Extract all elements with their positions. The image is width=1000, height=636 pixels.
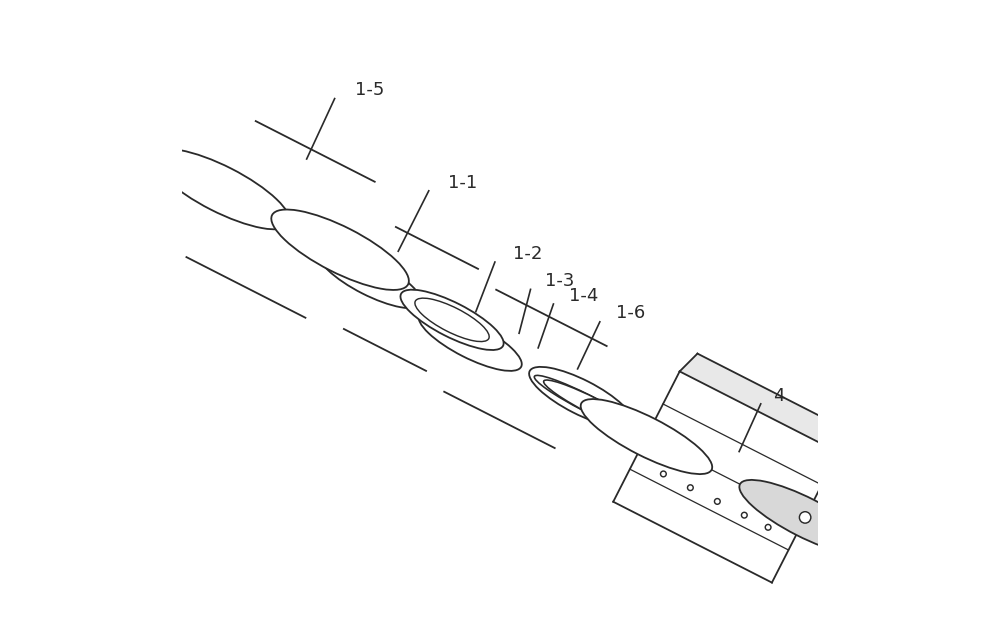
Ellipse shape [739, 480, 871, 555]
Ellipse shape [529, 367, 632, 427]
Polygon shape [344, 227, 478, 371]
Ellipse shape [687, 485, 693, 490]
Ellipse shape [741, 513, 747, 518]
Ellipse shape [419, 310, 522, 371]
Ellipse shape [589, 401, 656, 441]
Ellipse shape [661, 471, 666, 477]
Polygon shape [613, 371, 838, 583]
Polygon shape [186, 121, 375, 318]
Text: 1-6: 1-6 [616, 304, 645, 322]
Ellipse shape [598, 406, 648, 436]
Ellipse shape [714, 499, 720, 504]
Text: 1-4: 1-4 [569, 287, 598, 305]
Ellipse shape [152, 149, 290, 230]
Ellipse shape [400, 289, 504, 350]
Ellipse shape [765, 525, 771, 530]
Polygon shape [444, 290, 607, 448]
Ellipse shape [544, 380, 646, 434]
Polygon shape [680, 354, 856, 452]
Ellipse shape [318, 248, 421, 308]
Ellipse shape [581, 399, 712, 474]
Ellipse shape [271, 209, 409, 290]
Text: 1-2: 1-2 [513, 245, 542, 263]
Text: 1-1: 1-1 [448, 174, 477, 192]
Text: 4: 4 [773, 387, 785, 404]
Ellipse shape [415, 298, 489, 342]
Text: 1-3: 1-3 [545, 272, 574, 290]
Text: 1-5: 1-5 [355, 81, 384, 99]
Ellipse shape [534, 375, 640, 431]
Ellipse shape [799, 512, 811, 523]
